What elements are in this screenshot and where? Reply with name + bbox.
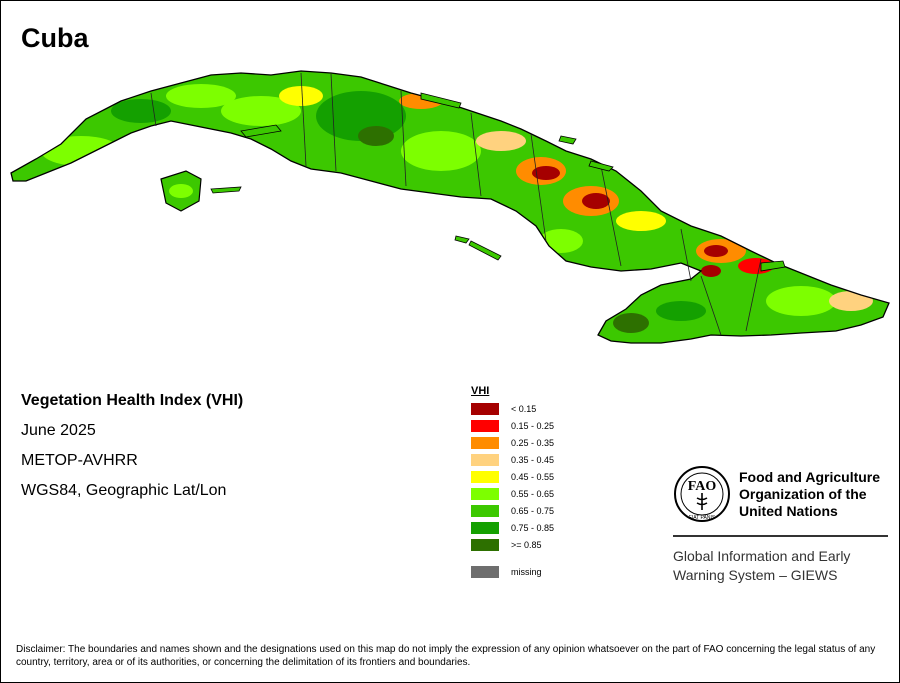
legend-item: < 0.15 — [471, 400, 554, 417]
legend-item: 0.35 - 0.45 — [471, 451, 554, 468]
legend-label: 0.15 - 0.25 — [511, 420, 555, 431]
vhi-map — [10, 70, 890, 344]
logo-letters: FAO — [688, 479, 717, 494]
fao-logo-icon: FAO FIAT PANIS — [674, 466, 730, 522]
legend-swatch — [471, 470, 499, 483]
legend-item: 0.25 - 0.35 — [471, 434, 554, 451]
legend-label: 0.35 - 0.45 — [511, 454, 555, 465]
island-vhi-patch — [169, 184, 193, 198]
map-title: Cuba — [21, 23, 89, 53]
legend-swatch — [471, 487, 499, 500]
org-name-line: United Nations — [739, 503, 838, 519]
legend-item: >= 0.85 — [471, 536, 554, 553]
legend-swatch — [471, 402, 499, 415]
legend-label: 0.25 - 0.35 — [511, 437, 555, 448]
org-name-line: Organization of the — [739, 486, 867, 502]
legend-item: 0.45 - 0.55 — [471, 468, 554, 485]
system-name: Global Information and Early Warning Sys… — [673, 547, 850, 585]
cays — [210, 92, 786, 272]
legend: VHI < 0.15 0.15 - 0.25 0.25 - 0.35 0.35 - 0… — [471, 385, 554, 580]
legend-item: 0.75 - 0.85 — [471, 519, 554, 536]
legend-classes: < 0.15 0.15 - 0.25 0.25 - 0.35 0.35 - 0.45 0… — [471, 400, 554, 553]
legend-label: 0.65 - 0.75 — [511, 505, 555, 516]
legend-swatch — [471, 521, 499, 534]
divider — [673, 535, 888, 537]
legend-label: < 0.15 — [511, 403, 537, 414]
system-line: Warning System – GIEWS — [673, 567, 838, 583]
legend-title: VHI — [471, 385, 490, 397]
organization-name: Food and Agriculture Organization of the… — [739, 469, 880, 520]
legend-label: 0.75 - 0.85 — [511, 522, 555, 533]
map-date: June 2025 — [21, 422, 96, 439]
logo-motto: FIAT PANIS — [689, 515, 716, 521]
legend-swatch — [471, 453, 499, 466]
legend-swatch — [471, 565, 499, 578]
legend-swatch — [471, 419, 499, 432]
org-name-line: Food and Agriculture — [739, 469, 881, 485]
disclaimer: Disclaimer: The boundaries and names sho… — [16, 644, 876, 668]
province-boundaries — [150, 72, 762, 336]
projection: WGS84, Geographic Lat/Lon — [21, 482, 227, 499]
map-info: Vegetation Health Index (VHI) June 2025 … — [21, 391, 243, 511]
legend-label: >= 0.85 — [511, 539, 542, 550]
legend-swatch — [471, 504, 499, 517]
legend-item-missing: missing — [471, 563, 554, 580]
legend-swatch — [471, 538, 499, 551]
index-name: Vegetation Health Index (VHI) — [21, 392, 244, 409]
legend-item: 0.15 - 0.25 — [471, 417, 554, 434]
legend-label: missing — [511, 566, 542, 577]
sensor-name: METOP-AVHRR — [21, 452, 138, 469]
legend-item: 0.55 - 0.65 — [471, 485, 554, 502]
legend-swatch — [471, 436, 499, 449]
system-line: Global Information and Early — [673, 548, 851, 564]
legend-label: 0.55 - 0.65 — [511, 488, 555, 499]
legend-item: 0.65 - 0.75 — [471, 502, 554, 519]
legend-label: 0.45 - 0.55 — [511, 471, 555, 482]
